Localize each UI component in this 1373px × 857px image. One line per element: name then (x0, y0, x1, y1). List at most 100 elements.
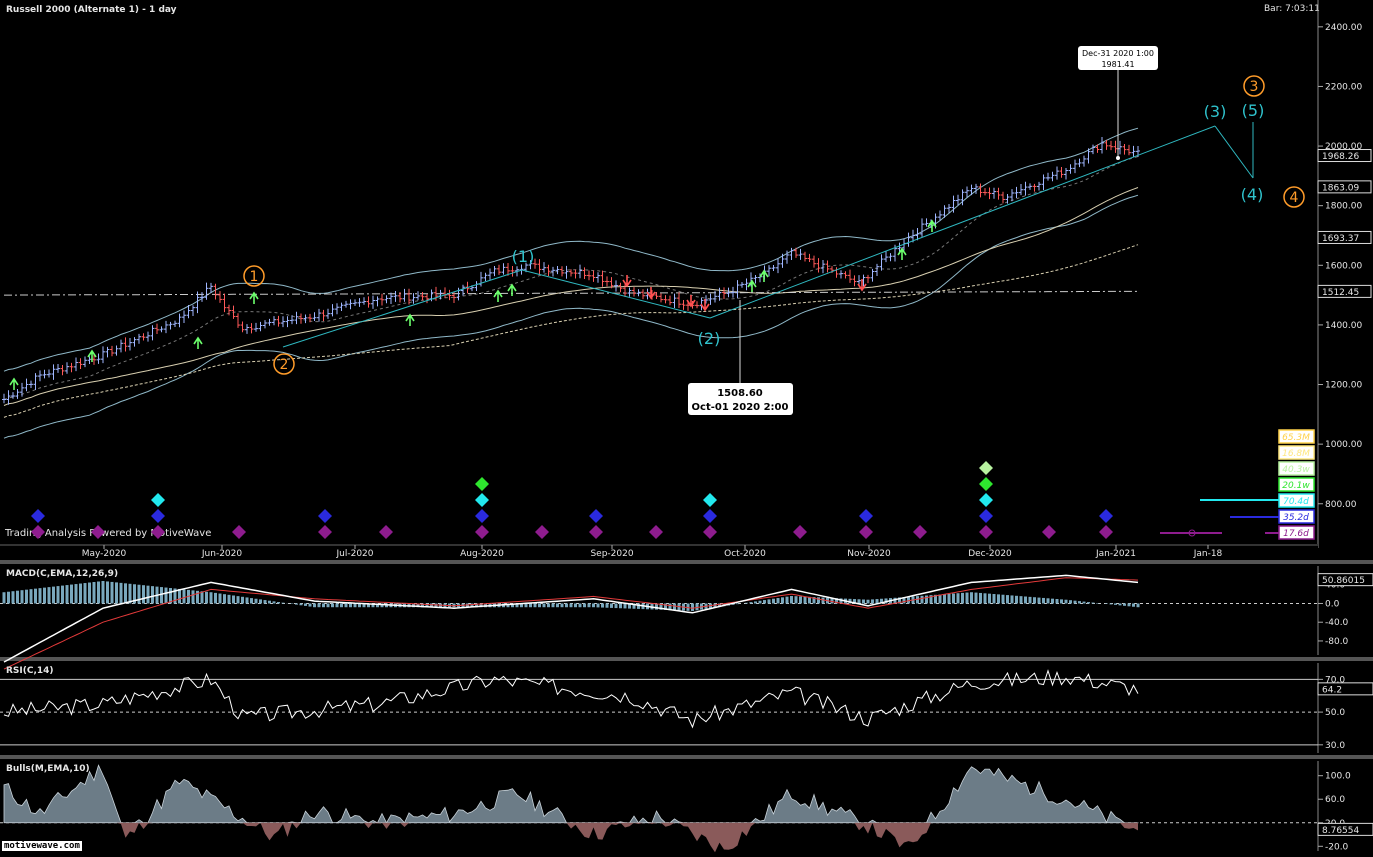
macd-histogram-bar (583, 603, 586, 607)
bulls-panel[interactable]: Bulls(M,EMA,10)100.060.020.0-20.08.76554 (0, 761, 1373, 852)
panel-separator-bulls[interactable] (0, 755, 1373, 759)
chart-title: Russell 2000 (Alternate 1) - 1 day (6, 5, 177, 15)
rsi-panel[interactable]: RSI(C,14)70.050.030.064.2 (0, 663, 1373, 753)
macd-histogram-bar (349, 603, 352, 607)
wave-label-teal: (4) (1241, 185, 1264, 204)
macd-histogram-bar (736, 603, 739, 604)
macd-histogram-bar (165, 588, 168, 604)
macd-histogram-bar (223, 594, 226, 603)
macd-histogram-bar (781, 597, 784, 603)
high-callout-date: Dec-31 2020 1:00 (1082, 49, 1154, 58)
panel-separator-rsi[interactable] (0, 657, 1373, 661)
macd-histogram-bar (1015, 596, 1018, 604)
macd-histogram-bar (259, 599, 262, 603)
macd-histogram-bar (1047, 598, 1050, 603)
price-tick-label: 1200.00 (1325, 381, 1362, 391)
macd-histogram-bar (1123, 603, 1126, 605)
price-tick-label: 2400.00 (1325, 23, 1362, 33)
macd-histogram-bar (750, 602, 753, 603)
macd-histogram-bar (246, 597, 249, 603)
macd-histogram-bar (871, 599, 874, 603)
macd-histogram-bar (295, 603, 298, 604)
macd-histogram-bar (772, 599, 775, 604)
macd-histogram-bar (1083, 602, 1086, 604)
macd-histogram-bar (984, 593, 987, 603)
macd-histogram-bar (1137, 603, 1140, 607)
macd-histogram-bar (3, 592, 6, 603)
macd-histogram-bar (264, 600, 267, 603)
macd-histogram-bar (43, 588, 46, 604)
macd-histogram-bar (1132, 603, 1135, 606)
macd-histogram-bar (961, 593, 964, 604)
motivewave-watermark[interactable]: motivewave.com (2, 841, 82, 851)
macd-line (4, 575, 1138, 662)
macd-histogram-bar (34, 589, 37, 604)
macd-histogram-bar (237, 596, 240, 603)
macd-histogram-bar (160, 587, 163, 603)
indicator-title: Bulls(M,EMA,10) (6, 764, 90, 774)
macd-histogram-bar (7, 592, 10, 604)
panel-separator-macd[interactable] (0, 560, 1373, 564)
macd-histogram-bar (183, 589, 186, 603)
price-panel[interactable]: Russell 2000 (Alternate 1) - 1 day Bar: … (0, 0, 1320, 544)
macd-histogram-bar (754, 601, 757, 603)
time-tick-label: Nov-2020 (847, 549, 891, 559)
price-tick-label: 1400.00 (1325, 321, 1362, 331)
macd-histogram-bar (97, 582, 100, 604)
macd-histogram-bar (543, 603, 546, 607)
time-tick-label: Jan-2021 (1095, 549, 1136, 559)
macd-histogram-bar (1029, 597, 1032, 604)
price-axis[interactable]: 2400.002200.002000.001800.001600.001400.… (1318, 0, 1371, 548)
macd-histogram-bar (178, 589, 181, 604)
macd-histogram-bar (556, 603, 559, 607)
macd-histogram-bar (151, 586, 154, 603)
cycle-label: 40.3w (1282, 465, 1310, 475)
macd-histogram-bar (979, 593, 982, 604)
time-tick-label: Jul-2020 (335, 549, 373, 559)
wave-label-orange: 3 (1250, 79, 1259, 95)
macd-histogram-bar (1069, 600, 1072, 603)
macd-histogram-bar (921, 596, 924, 604)
macd-panel[interactable]: MACD(C,EMA,12,26,9)40.00.0-40.0-80.050.8… (0, 566, 1373, 669)
macd-histogram-bar (147, 586, 150, 604)
macd-histogram-bar (48, 587, 51, 603)
macd-histogram-bar (115, 582, 118, 603)
wave-label-orange: 1 (250, 269, 259, 285)
indicator-tick-label: -80.0 (1325, 637, 1349, 647)
macd-histogram-bar (102, 581, 105, 603)
low-callout-date: Oct-01 2020 2:00 (692, 402, 789, 413)
price-label: 1512.45 (1322, 288, 1359, 298)
macd-histogram-bar (817, 597, 820, 603)
macd-histogram-bar (1065, 600, 1068, 604)
macd-histogram-bar (552, 603, 555, 607)
macd-histogram-bar (993, 594, 996, 603)
macd-histogram-bar (124, 583, 127, 603)
macd-histogram-bar (1002, 595, 1005, 604)
macd-histogram-bar (759, 601, 762, 604)
macd-histogram-bar (858, 599, 861, 603)
macd-histogram-bar (120, 583, 123, 604)
indicator-title: MACD(C,EMA,12,26,9) (6, 569, 118, 579)
macd-histogram-bar (925, 595, 928, 603)
macd-histogram-bar (1042, 598, 1045, 604)
price-label: 1968.26 (1322, 152, 1359, 162)
price-label: 1693.37 (1322, 234, 1359, 244)
macd-histogram-bar (52, 587, 55, 604)
macd-histogram-bar (795, 596, 798, 603)
macd-histogram-bar (610, 603, 613, 607)
macd-histogram-bar (538, 603, 541, 607)
macd-histogram-bar (786, 597, 789, 604)
macd-histogram-bar (205, 592, 208, 604)
macd-histogram-bar (354, 603, 357, 607)
macd-histogram-bar (1020, 596, 1023, 603)
macd-histogram-bar (232, 595, 235, 603)
macd-histogram-bar (304, 603, 307, 605)
price-label: 1863.09 (1322, 183, 1359, 193)
macd-histogram-bar (1033, 597, 1036, 603)
macd-histogram-bar (957, 593, 960, 603)
bar-timer: Bar: 7:03:11 (1264, 4, 1320, 14)
macd-histogram-bar (309, 603, 312, 606)
